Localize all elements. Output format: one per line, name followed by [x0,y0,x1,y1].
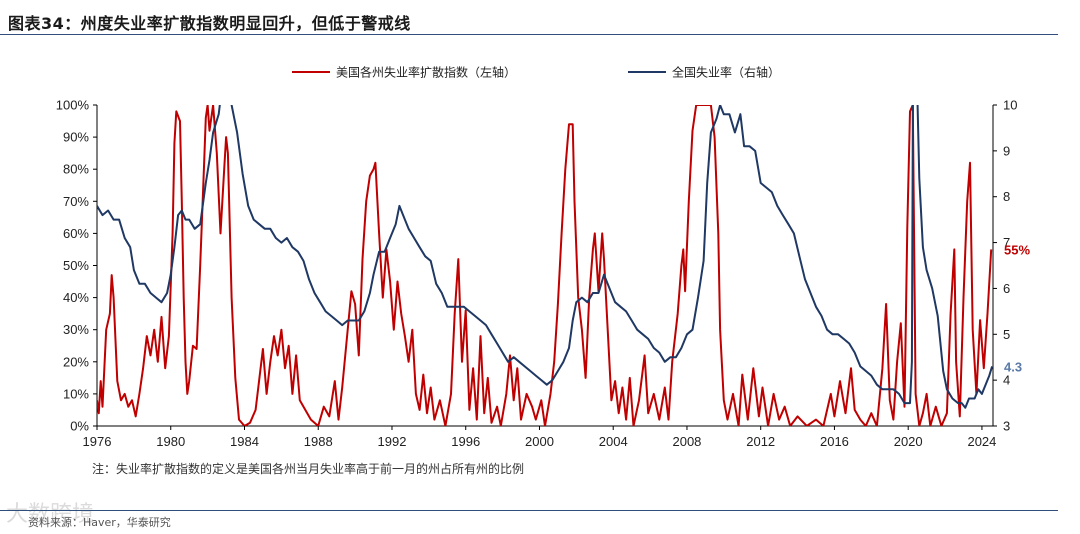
source-note: 资料来源：Haver，华泰研究 [28,516,171,529]
x-tick-label: 1988 [304,434,333,449]
x-tick-label: 2012 [746,434,775,449]
footer-divider [0,510,1058,511]
y-right-tick-label: 3 [1003,419,1010,434]
y-left-tick-label: 50% [63,258,89,273]
title-divider [0,34,1058,35]
y-left-tick-label: 90% [63,130,89,145]
y-left-tick-label: 10% [63,386,89,401]
chart-axes: 1976 1980 1984 1988 1992 1996 2000 2004 2008 2012… [56,98,1018,450]
x-tick-label: 1984 [230,434,259,449]
y-left-tick-label: 40% [63,290,89,305]
x-tick-label: 1996 [451,434,480,449]
y-left-tick-label: 100% [56,98,90,113]
x-tick-label: 2004 [599,434,628,449]
y-left-tick-label: 60% [63,226,89,241]
legend-label: 美国各州失业率扩散指数（左轴） [336,65,516,80]
series-group [97,105,993,426]
chart-legend: 美国各州失业率扩散指数（左轴） 全国失业率（右轴） [292,65,780,80]
chart-annotations: 55% 4.3 [1004,242,1030,374]
value-annotation: 55% [1004,242,1030,257]
x-tick-label: 2020 [894,434,923,449]
x-tick-label: 2024 [967,434,996,449]
y-right-tick-label: 5 [1003,327,1010,342]
y-right-tick-label: 7 [1003,235,1010,250]
y-left-tick-label: 30% [63,322,89,337]
x-tick-label: 2016 [820,434,849,449]
y-right-tick-label: 4 [1003,373,1010,388]
y-right-tick-label: 9 [1003,143,1010,158]
x-tick-label: 1976 [83,434,112,449]
watermark-logo: 大数跨境 [6,502,95,527]
page-title: 图表34：州度失业率扩散指数明显回升，但低于警戒线 [8,14,411,33]
y-left-tick-label: 20% [63,354,89,369]
legend-label: 全国失业率（右轴） [672,65,780,80]
series-line-unemployment-rate [97,105,993,409]
y-right-tick-label: 8 [1003,189,1010,204]
y-left-tick-label: 0% [70,419,89,434]
y-right-tick-label: 10 [1003,98,1017,113]
value-annotation: 4.3 [1004,359,1022,374]
x-tick-label: 2008 [672,434,701,449]
chart-footnote: 注：失业率扩散指数的定义是美国各州当月失业率高于前一月的州占所有州的比例 [92,462,525,476]
x-tick-label: 1980 [156,434,185,449]
chart-plot-area [97,105,993,426]
x-tick-label: 1992 [378,434,407,449]
y-left-tick-label: 70% [63,194,89,209]
y-left-tick-label: 80% [63,162,89,177]
y-right-tick-label: 6 [1003,281,1010,296]
x-tick-label: 2000 [525,434,554,449]
series-line-diffusion-index [97,105,993,426]
